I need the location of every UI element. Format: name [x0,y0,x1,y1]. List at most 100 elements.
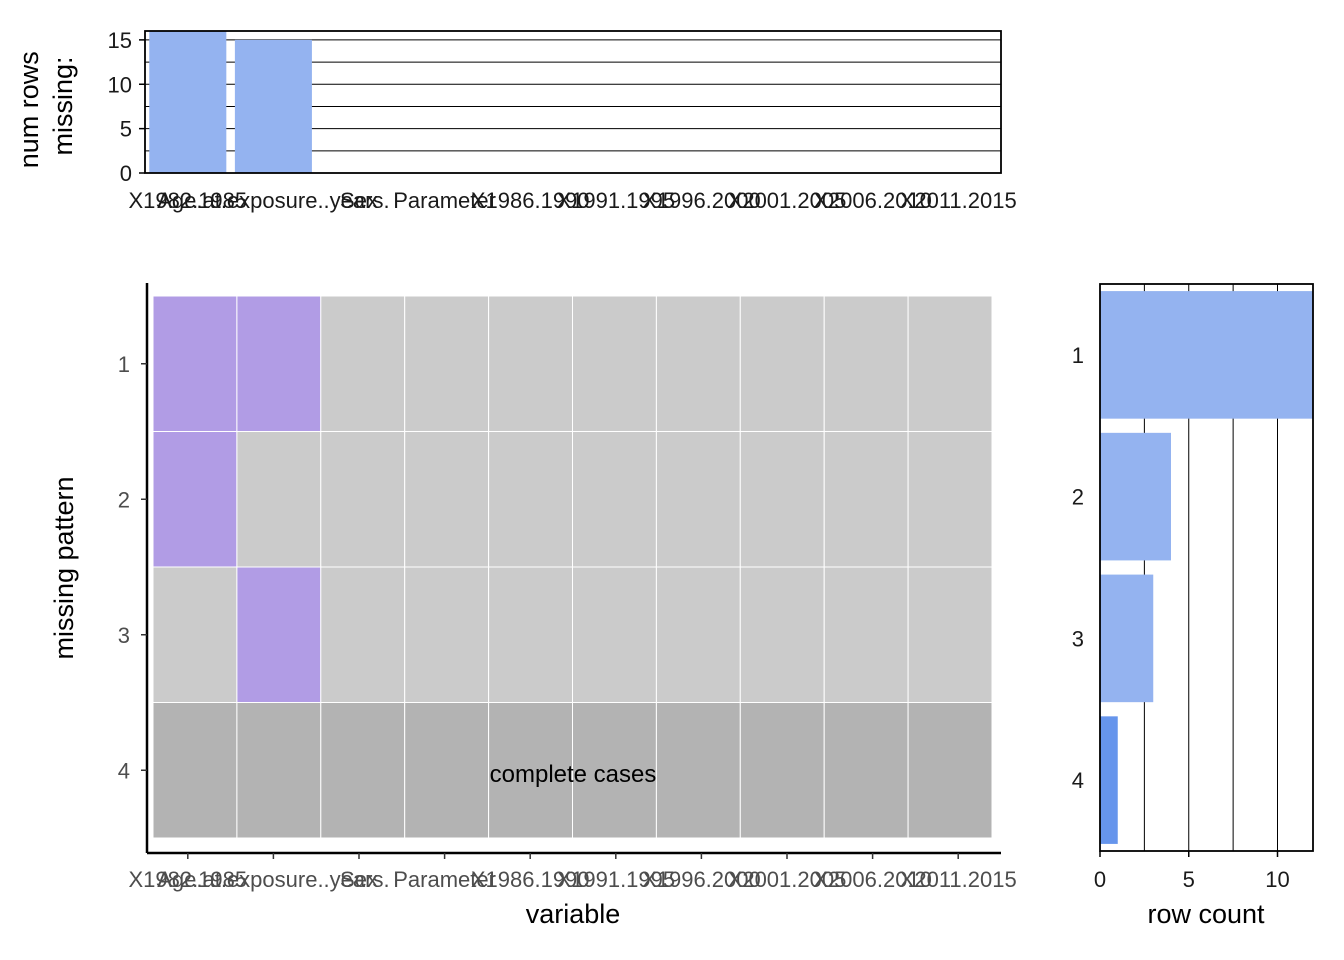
main-y-tick-label-2: 2 [118,487,130,512]
top-y-axis-title: num rows missing: [14,44,78,169]
right-bar-pattern-2 [1100,432,1171,561]
main-y-tick-label-4: 4 [118,758,130,783]
tile-pattern-3-Parameter [404,566,490,703]
right-x-tick-label-2: 10 [1265,867,1289,892]
main-y-tick-label-1: 1 [118,352,130,377]
top-x-tick-label-Age.at.exposure..years.: Age.at.exposure..years. [157,188,389,213]
right-x-tick-label-0: 0 [1094,867,1106,892]
tile-pattern-3-X1986.1990 [488,566,574,703]
main-x-tick-label-Parameter: Parameter [393,867,496,892]
tile-pattern-4-Parameter [404,702,490,839]
main-y-axis-title: missing pattern [49,476,79,659]
tile-pattern-2-X1982.1985 [152,431,238,568]
top-x-tick-label-X1996.2000: X1996.2000 [642,188,761,213]
main-x-tick-label-X2001.2005: X2001.2005 [728,867,847,892]
top-y-tick-label-2: 10 [108,72,132,97]
tile-pattern-4-X1996.2000 [655,702,741,839]
top-y-tick-label-3: 15 [108,28,132,53]
top-y-title-line-2: missing: [48,56,78,155]
right-y-tick-label-3: 3 [1072,626,1084,651]
main-x-axis-title: variable [526,899,621,929]
tile-pattern-3-X2011.2015 [907,566,993,703]
tile-pattern-2-X2006.2010 [823,431,909,568]
tile-pattern-4-Sex [320,702,406,839]
main-x-tick-label-Age.at.exposure..years.: Age.at.exposure..years. [157,867,389,892]
right-bars [1100,291,1313,844]
right-bar-pattern-1 [1100,291,1313,419]
top-x-tick-label-X1991.1995: X1991.1995 [556,188,675,213]
top-bars [149,31,312,173]
tile-pattern-1-Parameter [404,295,490,432]
right-panel-border [1099,283,1314,852]
top-y-ticks: 0 5 10 15 [108,28,145,186]
tile-pattern-1-X2011.2015 [907,295,993,432]
tile-pattern-3-X2001.2005 [739,566,825,703]
tile-pattern-1-Sex [320,295,406,432]
tile-pattern-4-Age.at.exposure..years. [236,702,322,839]
tile-pattern-1-X2001.2005 [739,295,825,432]
tile-pattern-4-X2006.2010 [823,702,909,839]
top-x-tick-label-X2001.2005: X2001.2005 [728,188,847,213]
tile-pattern-2-X1986.1990 [488,431,574,568]
main-y-ticks: 1 2 3 4 [118,352,147,783]
right-y-tick-label-1: 1 [1072,343,1084,368]
tile-pattern-3-X1996.2000 [655,566,741,703]
tile-pattern-1-X1982.1985 [152,295,238,432]
top-x-tick-label-Sex: Sex [340,188,378,213]
main-x-tick-label-X1986.1990: X1986.1990 [471,867,590,892]
main-x-tick-label-X1982.1985: X1982.1985 [128,867,247,892]
main-x-tick-label-X2006.2010: X2006.2010 [813,867,932,892]
tile-pattern-3-X1991.1995 [572,566,657,703]
main-x-tick-label-Sex: Sex [340,867,378,892]
tile-pattern-3-X1982.1985 [152,566,238,703]
top-x-tick-label-X2011.2015: X2011.2015 [900,188,1017,213]
tile-pattern-1-Age.at.exposure..years. [236,295,322,432]
tile-pattern-3-Sex [320,566,406,703]
tile-pattern-1-X2006.2010 [823,295,909,432]
top-bar-X1982.1985 [149,31,227,173]
right-y-ticks: 1 2 3 4 [1072,343,1084,793]
top-x-tick-label-X2006.2010: X2006.2010 [813,188,932,213]
top-y-tick-label-0: 0 [120,161,132,186]
right-bar-pattern-3 [1100,574,1154,703]
tile-pattern-1-X1991.1995 [572,295,657,432]
tile-pattern-2-X2011.2015 [907,431,993,568]
tile-pattern-2-Age.at.exposure..years. [236,431,322,568]
top-y-tick-label-1: 5 [120,117,132,142]
top-x-tick-label-X1986.1990: X1986.1990 [471,188,590,213]
right-bar-pattern-4 [1100,716,1118,844]
right-y-tick-label-4: 4 [1072,768,1084,793]
complete-cases-annotation: complete cases [490,761,657,788]
main-x-tick-label-X2011.2015: X2011.2015 [900,867,1017,892]
tile-pattern-3-X2006.2010 [823,566,909,703]
tile-pattern-3-Age.at.exposure..years. [236,566,322,703]
main-x-tick-label-X1996.2000: X1996.2000 [642,867,761,892]
tile-pattern-4-X2011.2015 [907,702,993,839]
right-x-axis-title: row count [1147,899,1265,929]
tile-pattern-2-Parameter [404,431,490,568]
top-y-title-line-1: num rows [14,51,44,168]
right-x-ticks: 0 5 10 [1094,851,1290,892]
tile-pattern-2-X1991.1995 [572,431,657,568]
tile-pattern-4-X2001.2005 [739,702,825,839]
tile-pattern-2-X1996.2000 [655,431,741,568]
main-y-tick-label-3: 3 [118,623,130,648]
top-x-tick-label-Parameter: Parameter [393,188,496,213]
right-y-tick-label-2: 2 [1072,485,1084,510]
missing-pattern-panel: complete cases 1 2 3 4 X1982.1985Age.at.exp… [49,283,1017,929]
tile-pattern-2-X2001.2005 [739,431,825,568]
tile-pattern-2-Sex [320,431,406,568]
tile-pattern-4-X1982.1985 [152,702,238,839]
main-x-tick-label-X1991.1995: X1991.1995 [556,867,675,892]
pattern-tiles [152,295,993,839]
tile-pattern-1-X1986.1990 [488,295,574,432]
tile-pattern-1-X1996.2000 [655,295,741,432]
row-count-panel: 1 2 3 4 0 5 10 row count [1072,283,1314,929]
top-panel-border [144,30,1002,174]
top-bar-Age.at.exposure..years. [234,39,312,173]
top-x-tick-label-X1982.1985: X1982.1985 [128,188,247,213]
missing-count-panel: 0 5 10 15 X1982.1985Age.at.exposure..years.… [14,28,1017,213]
